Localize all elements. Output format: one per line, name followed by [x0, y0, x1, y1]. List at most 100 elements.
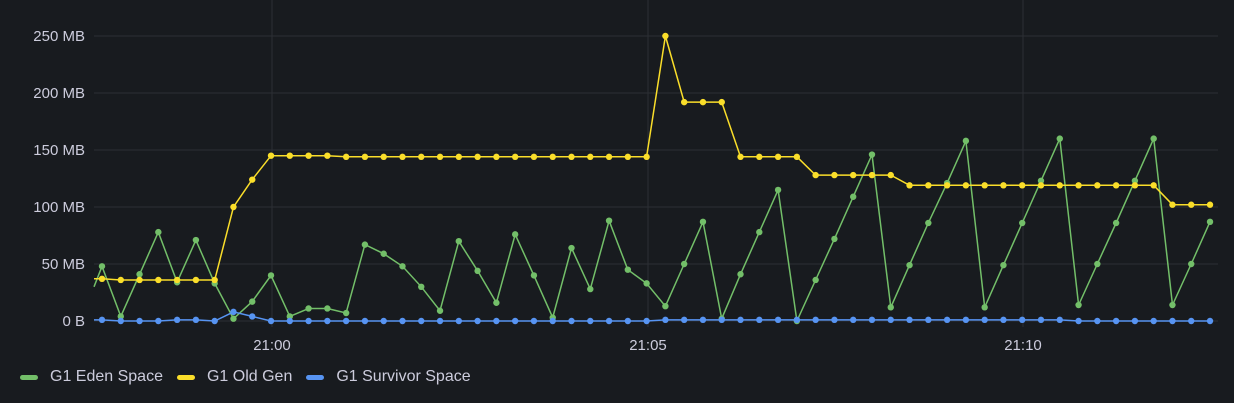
data-point[interactable] [455, 153, 463, 161]
data-point[interactable] [493, 317, 500, 325]
data-point[interactable] [1150, 135, 1157, 142]
data-point[interactable] [305, 152, 312, 159]
data-point[interactable] [286, 317, 293, 325]
data-point[interactable] [211, 317, 218, 325]
data-point[interactable] [887, 316, 894, 324]
data-point[interactable] [117, 276, 124, 284]
data-point[interactable] [98, 263, 106, 270]
data-point[interactable] [906, 182, 913, 189]
data-point[interactable] [342, 317, 350, 325]
data-point[interactable] [737, 271, 744, 278]
data-point[interactable] [136, 317, 143, 325]
data-point[interactable] [474, 267, 481, 275]
data-point[interactable] [399, 317, 406, 325]
data-point[interactable] [643, 153, 650, 161]
data-point[interactable] [436, 307, 444, 314]
data-point[interactable] [1000, 316, 1007, 324]
data-point[interactable] [624, 317, 632, 325]
data-point[interactable] [793, 153, 801, 161]
data-point[interactable] [1188, 317, 1195, 325]
data-point[interactable] [605, 217, 613, 224]
data-point[interactable] [418, 317, 425, 325]
data-point[interactable] [324, 305, 331, 312]
data-point[interactable] [568, 317, 575, 325]
data-point[interactable] [812, 171, 819, 179]
data-point[interactable] [436, 153, 444, 161]
data-point[interactable] [1206, 218, 1214, 226]
data-point[interactable] [230, 203, 237, 211]
data-point[interactable] [774, 186, 782, 194]
data-point[interactable] [962, 182, 970, 189]
data-point[interactable] [774, 316, 782, 324]
legend-item-old-gen[interactable]: G1 Old Gen [176, 368, 292, 386]
data-point[interactable] [342, 153, 350, 161]
data-point[interactable] [1019, 182, 1026, 189]
data-point[interactable] [1037, 182, 1045, 189]
data-point[interactable] [1000, 261, 1007, 269]
data-point[interactable] [1019, 219, 1026, 227]
data-point[interactable] [530, 272, 538, 279]
data-point[interactable] [1206, 201, 1214, 208]
data-point[interactable] [981, 182, 988, 189]
data-point[interactable] [587, 285, 594, 293]
data-point[interactable] [737, 153, 744, 161]
data-point[interactable] [361, 153, 369, 161]
data-point[interactable] [962, 316, 970, 324]
data-point[interactable] [906, 316, 913, 324]
data-point[interactable] [155, 276, 162, 284]
legend-item-survivor[interactable]: G1 Survivor Space [306, 368, 471, 386]
data-point[interactable] [680, 260, 688, 268]
data-point[interactable] [418, 153, 425, 161]
data-point[interactable] [436, 317, 444, 325]
data-point[interactable] [718, 316, 725, 324]
data-point[interactable] [699, 316, 707, 324]
data-point[interactable] [549, 317, 556, 325]
data-point[interactable] [1112, 182, 1120, 189]
data-point[interactable] [680, 316, 688, 324]
data-point[interactable] [850, 316, 857, 324]
data-point[interactable] [399, 263, 406, 270]
data-point[interactable] [1019, 316, 1026, 324]
data-point[interactable] [305, 317, 312, 325]
data-point[interactable] [925, 316, 932, 324]
data-point[interactable] [342, 309, 350, 317]
data-point[interactable] [267, 272, 275, 279]
data-point[interactable] [887, 304, 894, 311]
data-point[interactable] [511, 317, 519, 325]
data-point[interactable] [1169, 301, 1176, 309]
data-point[interactable] [737, 316, 744, 324]
data-point[interactable] [324, 317, 331, 325]
data-point[interactable] [305, 305, 312, 312]
data-point[interactable] [493, 153, 500, 161]
data-point[interactable] [1169, 317, 1176, 325]
data-point[interactable] [249, 313, 256, 320]
data-point[interactable] [493, 299, 500, 306]
data-point[interactable] [1206, 317, 1214, 325]
data-point[interactable] [1112, 317, 1120, 325]
data-point[interactable] [1075, 301, 1082, 309]
data-point[interactable] [943, 182, 951, 189]
data-point[interactable] [286, 313, 293, 320]
data-point[interactable] [1056, 182, 1063, 189]
data-point[interactable] [887, 171, 894, 179]
data-point[interactable] [568, 244, 575, 252]
data-point[interactable] [587, 317, 594, 325]
data-point[interactable] [1094, 317, 1101, 325]
data-point[interactable] [399, 153, 406, 161]
data-point[interactable] [624, 266, 632, 273]
data-point[interactable] [361, 317, 369, 325]
data-point[interactable] [249, 176, 256, 183]
data-point[interactable] [1150, 317, 1157, 325]
data-point[interactable] [925, 182, 932, 189]
data-point[interactable] [756, 228, 763, 236]
data-point[interactable] [98, 316, 106, 324]
data-point[interactable] [756, 153, 763, 161]
data-point[interactable] [605, 317, 613, 325]
data-point[interactable] [605, 153, 613, 161]
data-point[interactable] [1131, 177, 1139, 184]
data-point[interactable] [117, 317, 124, 325]
data-point[interactable] [267, 152, 275, 159]
data-point[interactable] [680, 98, 688, 106]
data-point[interactable] [699, 218, 707, 226]
data-point[interactable] [136, 276, 143, 284]
